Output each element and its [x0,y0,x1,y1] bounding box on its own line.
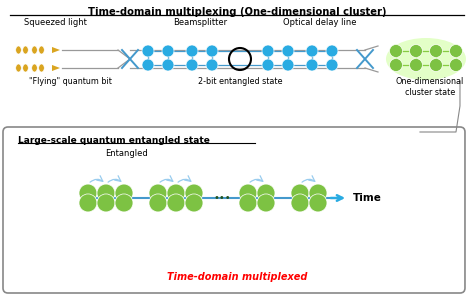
Text: Large-scale quantum entangled state: Large-scale quantum entangled state [18,136,210,145]
Circle shape [206,59,218,71]
Text: One-dimensional
cluster state: One-dimensional cluster state [396,77,464,97]
Text: Entangled: Entangled [105,149,148,158]
Polygon shape [52,47,60,53]
Circle shape [149,184,167,202]
Circle shape [115,184,133,202]
Circle shape [79,184,97,202]
Circle shape [185,184,203,202]
Circle shape [390,58,402,72]
Circle shape [79,194,97,212]
Circle shape [306,59,318,71]
Circle shape [262,59,274,71]
Circle shape [97,194,115,212]
Circle shape [326,45,338,57]
Text: Squeezed light: Squeezed light [24,18,86,27]
Circle shape [309,194,327,212]
Circle shape [206,45,218,57]
Circle shape [186,59,198,71]
Circle shape [390,44,402,58]
Ellipse shape [39,46,44,54]
Circle shape [162,45,174,57]
Circle shape [239,194,257,212]
Circle shape [282,45,294,57]
Circle shape [410,44,422,58]
Text: Beamsplitter: Beamsplitter [173,18,227,27]
Circle shape [115,194,133,212]
Circle shape [429,44,442,58]
Text: Time-domain multiplexing (One-dimensional cluster): Time-domain multiplexing (One-dimensiona… [88,7,386,17]
Circle shape [257,194,275,212]
FancyBboxPatch shape [3,127,465,293]
Circle shape [97,184,115,202]
Ellipse shape [16,64,21,72]
Ellipse shape [386,38,466,80]
Circle shape [239,184,257,202]
Ellipse shape [32,64,37,72]
Text: 2-bit entangled state: 2-bit entangled state [198,77,282,86]
Circle shape [142,45,154,57]
Circle shape [429,58,442,72]
Circle shape [185,194,203,212]
Text: Time-domain multiplexed: Time-domain multiplexed [167,272,307,282]
Text: Time: Time [353,193,382,203]
Circle shape [410,58,422,72]
Circle shape [257,184,275,202]
Ellipse shape [39,64,44,72]
Ellipse shape [32,46,37,54]
Circle shape [167,194,185,212]
Polygon shape [52,65,60,71]
Circle shape [142,59,154,71]
Circle shape [282,59,294,71]
Circle shape [162,59,174,71]
Circle shape [309,184,327,202]
Text: •••: ••• [213,193,231,203]
Circle shape [149,194,167,212]
Circle shape [262,45,274,57]
Circle shape [306,45,318,57]
Circle shape [291,184,309,202]
Circle shape [449,44,463,58]
Circle shape [167,184,185,202]
Text: "Flying" quantum bit: "Flying" quantum bit [28,77,111,86]
Circle shape [326,59,338,71]
Text: Optical delay line: Optical delay line [283,18,357,27]
Circle shape [186,45,198,57]
Circle shape [291,194,309,212]
Ellipse shape [16,46,21,54]
Circle shape [449,58,463,72]
Ellipse shape [23,46,28,54]
Ellipse shape [23,64,28,72]
